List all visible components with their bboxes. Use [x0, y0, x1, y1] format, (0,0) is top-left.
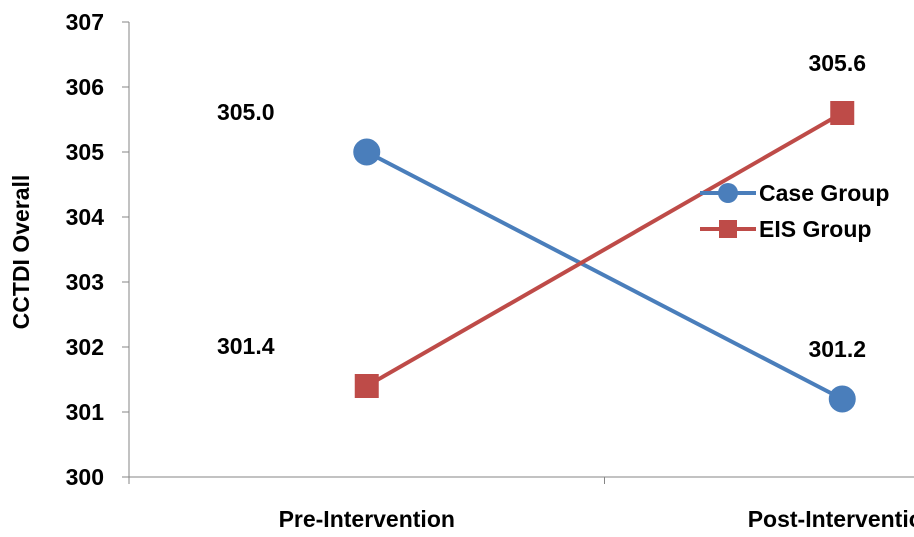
y-tick-label: 301: [66, 399, 105, 425]
data-label: 305.6: [808, 50, 866, 76]
x-tick-label: Pre-Intervention: [279, 506, 455, 532]
y-axis-title: CCTDI Overall: [8, 175, 34, 330]
legend: Case Group EIS Group: [700, 180, 889, 242]
legend-label: Case Group: [759, 180, 889, 206]
y-axis-title-group: CCTDI Overall: [8, 175, 34, 330]
data-label: 301.4: [217, 333, 275, 359]
series-layer: [353, 101, 856, 413]
data-point: [353, 138, 381, 166]
data-labels-layer: 305.0 301.2 301.4 305.6: [217, 50, 866, 362]
y-tick-label: 302: [66, 334, 104, 360]
series-line-0: [365, 150, 844, 401]
x-tick-label: Post-Intervention: [748, 506, 914, 532]
data-label: 305.0: [217, 99, 275, 125]
data-label: 301.2: [808, 336, 866, 362]
y-tick-label: 307: [66, 9, 104, 35]
data-point: [828, 385, 856, 413]
legend-marker: [718, 183, 738, 203]
series-line-1: [365, 111, 844, 388]
y-tick-label: 303: [66, 269, 104, 295]
y-tick-label: 304: [66, 204, 105, 230]
y-tick-label: 305: [66, 139, 105, 165]
legend-label: EIS Group: [759, 216, 871, 242]
legend-marker: [719, 220, 737, 238]
data-point: [830, 101, 855, 125]
data-point: [354, 374, 379, 398]
axes: 300 301 302 303 304 305 306 307 Pre-Intervention…: [66, 9, 914, 532]
y-tick-label: 306: [66, 74, 104, 100]
y-tick-label: 300: [66, 464, 104, 490]
